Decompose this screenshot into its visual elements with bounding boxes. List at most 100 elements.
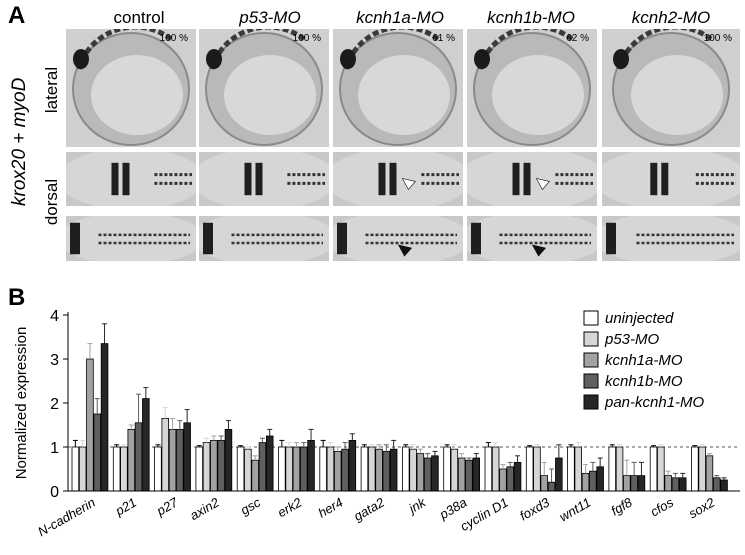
y-tick-label: 2 <box>50 396 59 413</box>
category-label: axin2 <box>187 494 222 523</box>
bar-pan-kcnh1-MO <box>513 461 522 492</box>
legend-label: p53-MO <box>604 331 660 348</box>
bar-pan-kcnh1-MO <box>472 457 480 492</box>
category-label: fgf8 <box>608 494 635 518</box>
bar-uninjected <box>278 446 286 492</box>
bar-kcnh1a-MO <box>86 358 94 492</box>
bar-kcnh1b-MO <box>341 448 349 492</box>
bar-kcnh1b-MO <box>671 477 680 492</box>
penetrance-percentage: 100 % <box>703 33 732 44</box>
lateral-embryo-image-3: 61 % <box>333 29 463 147</box>
bar-p53-MO <box>285 446 293 492</box>
bar-kcnh1b-MO <box>630 475 638 492</box>
bar-p53-MO <box>120 446 128 492</box>
column-header-kcnh1a-mo: kcnh1a-MO <box>356 8 444 27</box>
bar-pan-kcnh1-MO <box>431 455 439 492</box>
category-label: foxd3 <box>517 494 553 523</box>
category-label: gsc <box>238 494 263 517</box>
penetrance-percentage: 61 % <box>432 33 455 44</box>
column-header-p53-mo: p53-MO <box>239 8 301 27</box>
bar-p53-MO <box>698 446 706 492</box>
bar-p53-MO <box>244 448 252 492</box>
bar-uninjected <box>154 446 162 492</box>
bar-kcnh1a-MO <box>457 457 466 492</box>
y-tick-label: 0 <box>50 484 59 501</box>
bar-p53-MO <box>533 446 541 492</box>
bar-kcnh1a-MO <box>623 475 631 492</box>
bar-uninjected <box>319 446 327 492</box>
bar-kcnh1b-MO <box>176 428 184 492</box>
bar-pan-kcnh1-MO <box>720 479 728 492</box>
bar-kcnh1a-MO <box>499 468 507 492</box>
lateral-embryo-image-4: 62 % <box>467 29 597 147</box>
legend-swatch-p53-MO <box>583 331 599 347</box>
category-label: N-cadherin <box>35 495 98 540</box>
bar-uninjected <box>112 446 121 492</box>
bar-p53-MO <box>78 446 87 492</box>
bar-uninjected <box>608 446 617 492</box>
bar-pan-kcnh1-MO <box>555 457 563 492</box>
penetrance-percentage: 62 % <box>566 33 589 44</box>
dorsal-embryo-image-2-2 <box>199 216 329 261</box>
bar-uninjected <box>360 446 369 492</box>
legend-swatch-kcnh1b-MO <box>583 373 599 389</box>
column-header-kcnh1b-mo: kcnh1b-MO <box>487 8 575 27</box>
bar-p53-MO <box>409 448 417 492</box>
bar-kcnh1a-MO <box>375 448 383 492</box>
category-label: p27 <box>153 494 181 519</box>
bar-kcnh1a-MO <box>333 450 342 492</box>
dorsal-embryo-image-1-1 <box>66 152 196 206</box>
bar-pan-kcnh1-MO <box>348 439 357 492</box>
bar-kcnh1a-MO <box>292 446 301 492</box>
bar-p53-MO <box>202 442 211 492</box>
dorsal-embryo-image-1-2 <box>199 152 329 206</box>
bar-uninjected <box>691 446 699 492</box>
bar-kcnh1b-MO <box>299 446 308 492</box>
bar-kcnh1a-MO <box>416 453 425 492</box>
bar-kcnh1a-MO <box>210 439 218 492</box>
bar-kcnh1a-MO <box>664 475 672 492</box>
legend-label: uninjected <box>605 310 674 327</box>
bar-kcnh1a-MO <box>705 455 714 492</box>
y-tick-label: 1 <box>50 440 59 457</box>
bar-kcnh1a-MO <box>540 475 549 492</box>
dorsal-embryo-image-2-4 <box>467 216 597 261</box>
bar-kcnh1b-MO <box>547 481 556 492</box>
dorsal-embryo-image-1-5 <box>602 152 740 206</box>
penetrance-percentage: 100 % <box>292 33 321 44</box>
category-label: wnt11 <box>557 495 594 525</box>
bar-kcnh1b-MO <box>93 413 102 492</box>
bar-p53-MO <box>615 446 624 492</box>
y-axis-label: Normalized expression <box>13 327 30 480</box>
bar-kcnh1b-MO <box>465 459 473 492</box>
bar-pan-kcnh1-MO <box>307 439 315 492</box>
bar-p53-MO <box>491 446 500 492</box>
penetrance-percentage: 100 % <box>159 33 188 44</box>
bar-pan-kcnh1-MO <box>679 477 687 492</box>
bar-uninjected <box>567 446 575 492</box>
dorsal-embryo-image-2-1 <box>66 216 196 261</box>
bar-p53-MO <box>367 446 376 492</box>
bar-pan-kcnh1-MO <box>224 428 233 492</box>
legend-label: pan-kcnh1-MO <box>604 394 705 411</box>
row-label-dorsal: dorsal <box>42 178 61 226</box>
category-label: gata2 <box>351 494 387 524</box>
bar-kcnh1b-MO <box>589 470 597 492</box>
category-label: jnk <box>405 494 430 517</box>
bar-kcnh1b-MO <box>258 442 267 492</box>
bar-uninjected <box>443 446 451 492</box>
bar-p53-MO <box>657 446 665 492</box>
bar-uninjected <box>401 446 410 492</box>
bar-p53-MO <box>326 446 335 492</box>
legend-swatch-pan-kcnh1-MO <box>583 394 599 410</box>
bar-pan-kcnh1-MO <box>637 475 646 492</box>
dorsal-embryo-image-1-3 <box>333 152 463 206</box>
bar-kcnh1a-MO <box>251 459 259 492</box>
category-label: erk2 <box>275 494 305 520</box>
bar-uninjected <box>525 446 534 492</box>
dorsal-embryo-image-1-4 <box>467 152 597 206</box>
category-label: cyclin D1 <box>458 495 511 534</box>
panel-a-letter: A <box>8 2 26 29</box>
lateral-embryo-image-5: 100 % <box>602 29 740 147</box>
bar-p53-MO <box>574 446 583 492</box>
